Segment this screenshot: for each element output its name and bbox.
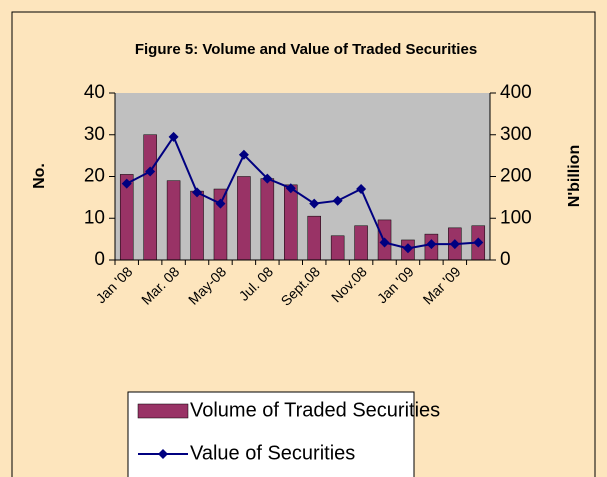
legend-swatch — [137, 403, 189, 419]
bar — [284, 184, 298, 261]
line — [126, 134, 479, 250]
marker — [379, 237, 390, 248]
legend-label: Value of Securities — [190, 442, 355, 464]
bar — [237, 176, 251, 261]
marker — [121, 178, 132, 189]
y-tick-label: 10 — [84, 207, 105, 228]
marker — [473, 237, 484, 248]
bar — [260, 178, 275, 261]
marker — [262, 173, 273, 184]
bar — [143, 134, 157, 261]
marker — [309, 198, 320, 209]
y2-tick-label: 0 — [500, 249, 511, 270]
y2-tick-label: 300 — [500, 124, 532, 145]
marker — [285, 183, 296, 194]
bar — [166, 180, 181, 261]
marker — [426, 239, 437, 250]
marker — [192, 187, 203, 198]
bar — [307, 215, 321, 261]
y-tick-label: 0 — [94, 249, 105, 270]
marker — [449, 239, 460, 250]
marker — [402, 243, 413, 254]
bar — [354, 225, 368, 261]
marker — [215, 198, 226, 209]
y-axis-label: No. — [31, 163, 48, 189]
chart-title: Figure 5: Volume and Value of Traded Sec… — [135, 41, 477, 58]
bar — [330, 235, 345, 261]
y-tick-label: 40 — [84, 82, 105, 103]
marker — [332, 195, 343, 206]
y-tick-label: 30 — [84, 124, 105, 145]
legend-marker — [158, 449, 168, 459]
y2-axis-label: N'billion — [566, 145, 583, 207]
bar — [190, 190, 204, 261]
legend-label: Volume of Traded Securities — [190, 399, 440, 421]
y2-tick-label: 200 — [500, 166, 532, 187]
marker — [238, 149, 249, 160]
marker — [356, 184, 367, 195]
marker — [168, 131, 179, 142]
legend: Volume of Traded Securities Value of Secu… — [127, 391, 440, 477]
y2-tick-label: 100 — [500, 207, 532, 228]
y-tick-label: 20 — [84, 166, 105, 187]
y2-tick-label: 400 — [500, 82, 532, 103]
marker — [145, 166, 156, 177]
